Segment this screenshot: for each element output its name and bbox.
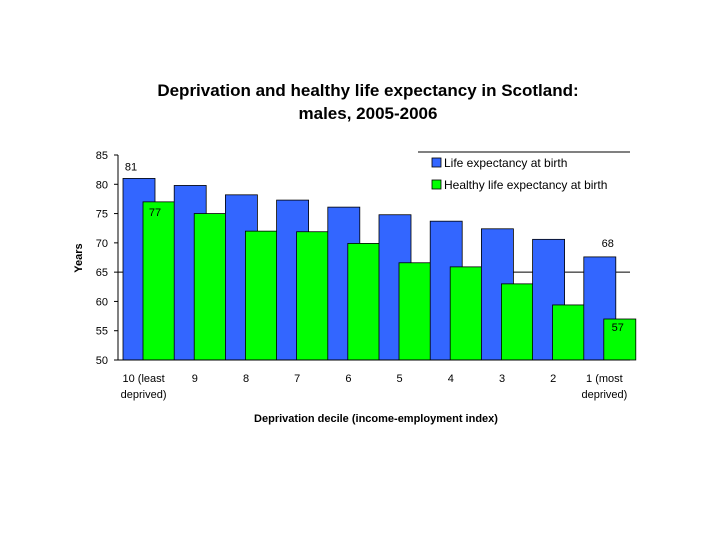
y-tick-label: 85 bbox=[96, 150, 108, 162]
y-tick-label: 65 bbox=[96, 267, 108, 279]
x-axis-title: Deprivation decile (income-employment in… bbox=[254, 413, 498, 425]
x-category-label: deprived) bbox=[581, 389, 627, 401]
bar-healthy-life-expectancy bbox=[296, 231, 330, 361]
data-labels: 81 77 68 57 bbox=[125, 161, 624, 334]
bar-healthy-life-expectancy bbox=[244, 230, 278, 361]
x-category-label: 3 bbox=[499, 373, 505, 385]
legend-label-healthy-life-expectancy: Healthy life expectancy at birth bbox=[444, 178, 607, 192]
x-category-label: 8 bbox=[243, 373, 249, 385]
y-tick-label: 75 bbox=[96, 209, 108, 221]
data-label: 57 bbox=[612, 322, 624, 334]
x-category-label: 1 (most bbox=[586, 373, 623, 385]
bar-healthy-life-expectancy bbox=[142, 201, 176, 361]
x-category-label: 10 (least bbox=[122, 373, 164, 385]
bar-healthy-life-expectancy bbox=[449, 266, 483, 361]
data-label: 77 bbox=[149, 207, 161, 219]
legend-swatch-healthy-life-expectancy bbox=[431, 179, 442, 190]
bar-healthy-life-expectancy bbox=[552, 304, 585, 361]
chart-title: Deprivation and healthy life expectancy … bbox=[157, 81, 578, 100]
y-axis-title: Years bbox=[73, 243, 85, 272]
legend-swatch-life-expectancy bbox=[431, 157, 442, 168]
y-tick-label: 80 bbox=[96, 179, 108, 191]
legend: Life expectancy at birth Healthy life ex… bbox=[418, 151, 630, 198]
x-category-labels: 10 (least deprived) 9 8 7 6 5 4 3 2 1 (most deprive… bbox=[121, 373, 628, 401]
x-category-label: 7 bbox=[294, 373, 300, 385]
axes bbox=[114, 154, 630, 361]
data-label: 68 bbox=[602, 238, 614, 250]
x-category-label: 5 bbox=[397, 373, 403, 385]
bar-healthy-life-expectancy bbox=[347, 243, 381, 361]
y-tick-label: 50 bbox=[96, 355, 108, 367]
x-category-label: 9 bbox=[192, 373, 198, 385]
y-tick-label: 55 bbox=[96, 326, 108, 338]
x-category-label: 4 bbox=[448, 373, 454, 385]
x-category-label: 6 bbox=[345, 373, 351, 385]
bar-healthy-life-expectancy bbox=[193, 213, 227, 361]
x-category-label: deprived) bbox=[121, 389, 167, 401]
y-tick-labels: 50 55 60 65 70 75 80 85 bbox=[96, 150, 108, 367]
y-tick-label: 60 bbox=[96, 296, 108, 308]
bar-healthy-life-expectancy bbox=[398, 262, 432, 361]
bars bbox=[122, 178, 637, 361]
chart-subtitle: males, 2005-2006 bbox=[299, 104, 438, 123]
legend-box bbox=[418, 152, 630, 198]
legend-label-life-expectancy: Life expectancy at birth bbox=[444, 156, 567, 170]
data-label: 81 bbox=[125, 161, 137, 173]
x-category-label: 2 bbox=[550, 373, 556, 385]
bar-healthy-life-expectancy bbox=[500, 283, 534, 361]
bar-healthy-life-expectancy bbox=[603, 318, 637, 361]
y-tick-label: 70 bbox=[96, 238, 108, 250]
